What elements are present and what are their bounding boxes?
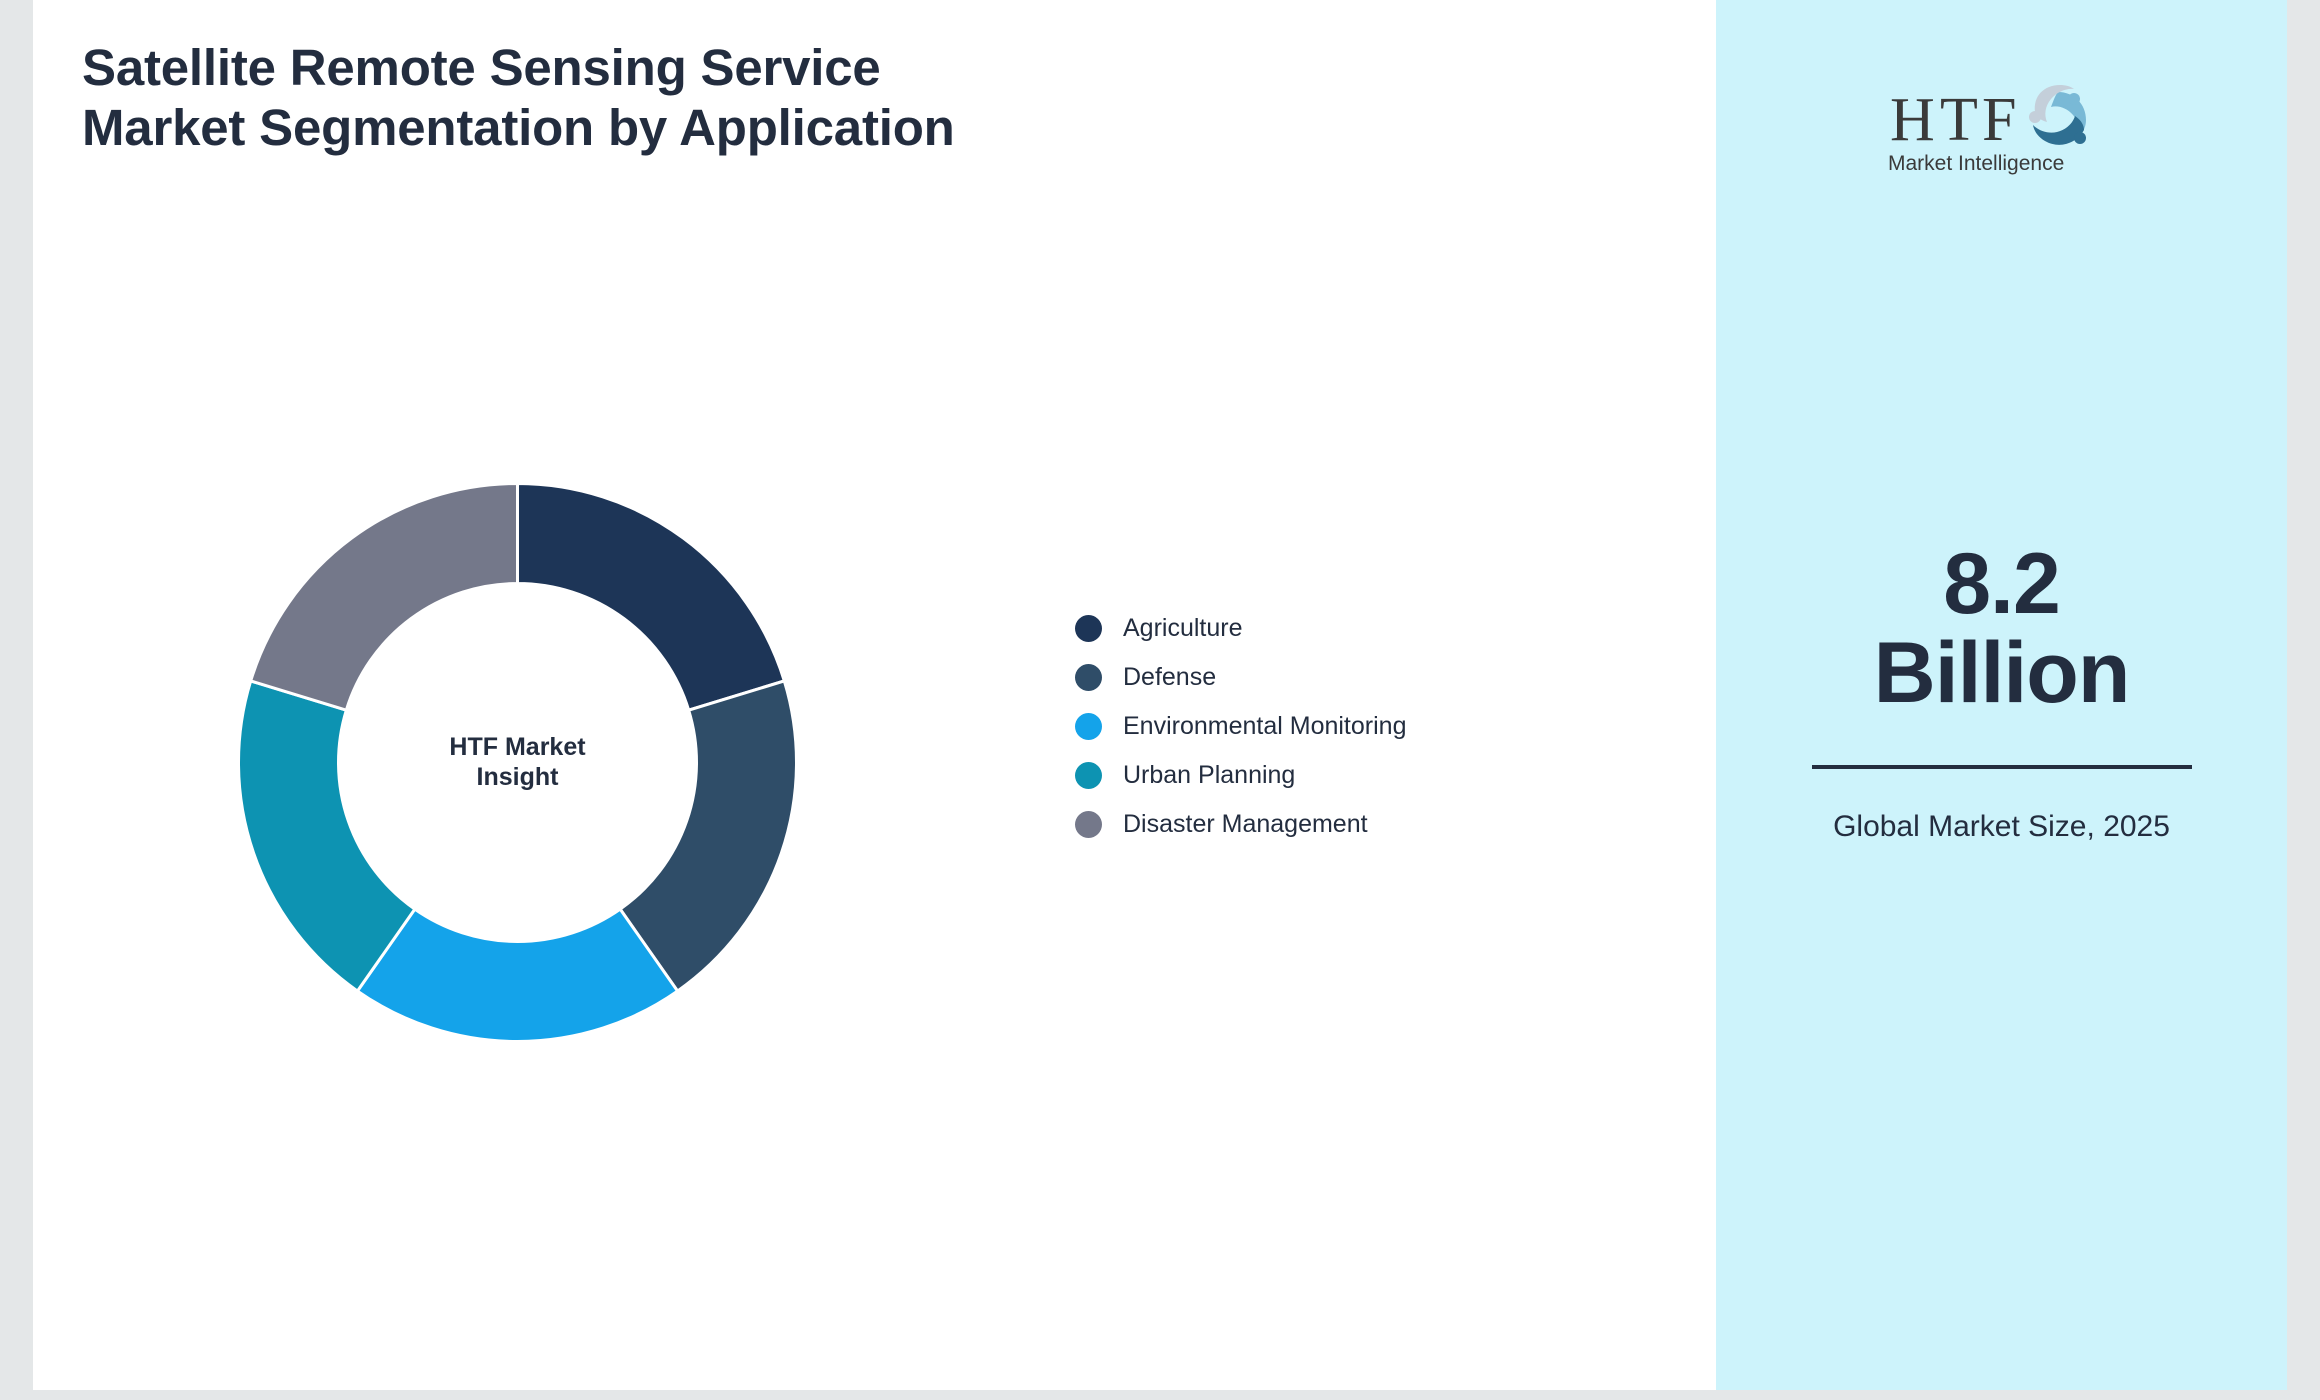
- legend-swatch-icon: [1075, 663, 1102, 691]
- donut-slice[interactable]: [237, 679, 417, 994]
- donut-slice[interactable]: [618, 679, 798, 994]
- legend-item-defense[interactable]: Defense: [1075, 662, 1406, 692]
- legend-item-label: Disaster Management: [1123, 809, 1368, 838]
- legend-swatch-icon: [1075, 761, 1102, 789]
- htf-logo-icon: H T F Market Intelligence: [1888, 85, 2086, 175]
- legend-item-label: Agriculture: [1123, 613, 1243, 642]
- svg-text:H: H: [1890, 86, 1935, 154]
- stat-caption-line2: 2025: [2103, 809, 2170, 843]
- donut-slice[interactable]: [355, 907, 680, 1043]
- htf-logo-subtext: Market Intelligence: [1888, 152, 2064, 175]
- legend-swatch-icon: [1075, 712, 1102, 740]
- stat-divider: [1811, 764, 2192, 769]
- svg-text:T: T: [1940, 86, 1978, 154]
- donut-chart-svg: [237, 481, 798, 1043]
- infographic-card: Satellite Remote Sensing Service Market …: [33, 0, 2287, 1390]
- legend-item-environmental-monitoring[interactable]: Environmental Monitoring: [1075, 711, 1406, 741]
- legend-item-urban-planning[interactable]: Urban Planning: [1075, 760, 1406, 790]
- legend-item-label: Urban Planning: [1123, 760, 1296, 789]
- donut-slice[interactable]: [248, 481, 519, 713]
- legend-item-label: Environmental Monitoring: [1123, 711, 1407, 740]
- donut-slice[interactable]: [516, 481, 787, 713]
- stat-caption-line1: Global Market Size,: [1833, 809, 2095, 843]
- page-title: Satellite Remote Sensing Service Market …: [82, 39, 955, 156]
- market-size-stat: 8.2 Billion Global Market Size, 2025: [1787, 536, 2217, 846]
- htf-logo: H T F Market Intelligence: [1882, 78, 2122, 178]
- legend-swatch-icon: [1075, 810, 1102, 838]
- legend-swatch-icon: [1075, 614, 1102, 642]
- stat-caption: Global Market Size, 2025: [1787, 807, 2217, 846]
- legend-item-agriculture[interactable]: Agriculture: [1075, 613, 1406, 643]
- svg-text:F: F: [1982, 86, 2016, 154]
- stat-value-line1: 8.2: [1943, 536, 2061, 632]
- chart-pane: Satellite Remote Sensing Service Market …: [33, 0, 1716, 1390]
- donut-chart: HTF Market Insight: [205, 450, 830, 1075]
- stat-value-line2: Billion: [1873, 625, 2131, 722]
- legend-item-disaster-management[interactable]: Disaster Management: [1075, 809, 1406, 839]
- chart-legend: Agriculture Defense Environmental Monito…: [1075, 613, 1406, 839]
- legend-item-label: Defense: [1123, 662, 1217, 691]
- stat-pane: H T F Market Intelligence 8: [1716, 0, 2287, 1390]
